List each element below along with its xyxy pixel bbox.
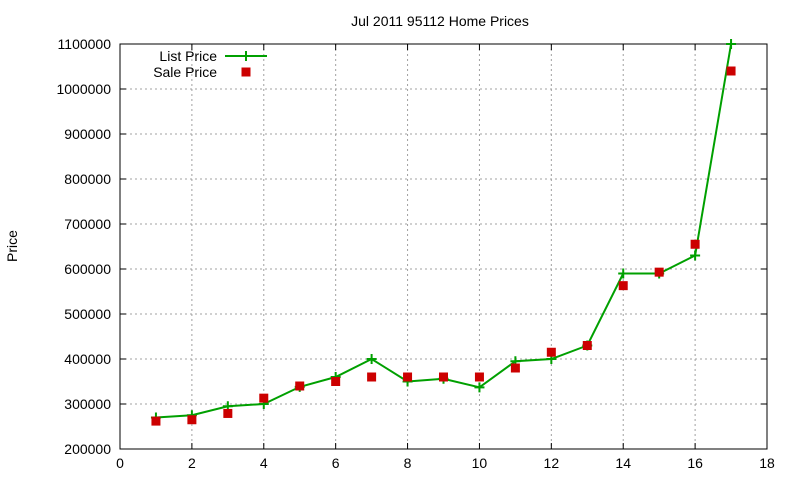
sale-price-marker: [331, 377, 341, 386]
x-tick-label: 6: [332, 455, 340, 471]
y-tick-label: 1000000: [56, 81, 111, 97]
sale-price-marker: [726, 66, 736, 76]
x-tick-label: 12: [544, 455, 560, 471]
y-tick-label: 1100000: [58, 36, 112, 52]
y-tick-label: 800000: [64, 171, 111, 187]
x-tick-label: 8: [404, 455, 412, 471]
y-tick-label: 400000: [64, 351, 111, 367]
sale-price-marker: [439, 372, 448, 382]
legend-symbols: [225, 51, 267, 77]
sale-price-marker: [618, 281, 628, 291]
y-tick-label: 500000: [64, 306, 111, 322]
sale-price-marker: [223, 408, 233, 418]
x-tick-label: 4: [260, 455, 268, 471]
plot-frame: [119, 43, 768, 450]
legend: List Price Sale Price: [153, 48, 267, 80]
list-price-line: [155, 43, 733, 419]
sale-price-marker: [151, 416, 161, 426]
x-tick-label: 16: [687, 455, 703, 471]
sale-price-marker: [259, 393, 269, 403]
list-price-marker: [474, 382, 485, 393]
data-series: [150, 39, 737, 426]
legend-label-sale-price: Sale Price: [153, 64, 217, 80]
sale-price-marker: [474, 372, 484, 382]
x-tick-label: 0: [116, 455, 124, 471]
list-price-marker: [726, 39, 737, 49]
sale-price-marker: [367, 372, 377, 382]
list-price-marker: [690, 250, 701, 261]
list-price-marker: [618, 268, 629, 279]
list-price-marker: [366, 354, 377, 364]
x-tick-label: 18: [759, 455, 775, 471]
y-tick-label: 600000: [64, 261, 111, 277]
y-tick-label: 700000: [64, 216, 111, 232]
legend-label-list-price: List Price: [159, 48, 217, 64]
y-tick-label: 900000: [64, 126, 111, 142]
legend-marker-sale-price: [241, 67, 251, 77]
axes: 0 2 4 6 8 10 12 14 16 18 200000 300000 400000 500000 6…: [56, 36, 775, 471]
chart-title: Jul 2011 95112 Home Prices: [351, 13, 529, 29]
sale-price-marker: [510, 363, 520, 373]
sale-price-marker: [546, 347, 556, 357]
legend-marker-list-price: [241, 51, 251, 61]
sale-price-marker: [295, 381, 305, 391]
y-axis-label: Price: [4, 230, 20, 262]
x-tick-label: 14: [615, 455, 631, 471]
sale-price-marker: [690, 239, 700, 249]
y-tick-label: 300000: [64, 396, 111, 412]
sale-price-marker: [582, 341, 592, 350]
grid-lines: [120, 44, 767, 449]
x-tick-label: 10: [472, 455, 488, 471]
x-tick-label: 2: [188, 455, 196, 471]
y-tick-label: 200000: [64, 441, 111, 457]
sale-price-marker: [403, 372, 413, 382]
sale-price-marker: [654, 267, 664, 277]
sale-price-marker: [187, 415, 197, 425]
